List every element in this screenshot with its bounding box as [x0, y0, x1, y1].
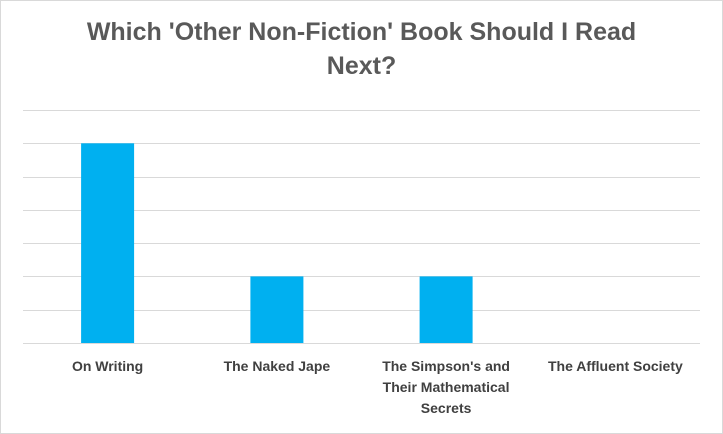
x-tick-label-2-line-1: The Naked Jape	[223, 358, 331, 374]
x-tick-label-4: The Affluent Society	[533, 356, 698, 377]
x-tick-label-3: The Simpson's and Their Mathematical Secre…	[364, 356, 529, 419]
bar-3	[419, 276, 473, 343]
x-tick-label-3-line-1: The Simpson's and	[382, 358, 510, 374]
x-tick-label-4-line-1: The Affluent Society	[547, 358, 683, 374]
chart-title-line-2: Next?	[326, 52, 397, 80]
chart-title: Which 'Other Non-Fiction' Book Should I …	[1, 15, 722, 83]
bar-2	[250, 276, 304, 343]
x-tick-label-3-line-2: Their Mathematical	[382, 379, 510, 395]
bar-1	[81, 143, 135, 343]
x-tick-label-1: On Writing	[25, 356, 190, 377]
x-tick-label-3-line-3: Secrets	[420, 400, 472, 416]
x-tick-label-2: The Naked Jape	[194, 356, 359, 377]
chart-title-line-1: Which 'Other Non-Fiction' Book Should I …	[86, 18, 637, 46]
x-tick-label-1-line-1: On Writing	[71, 358, 144, 374]
